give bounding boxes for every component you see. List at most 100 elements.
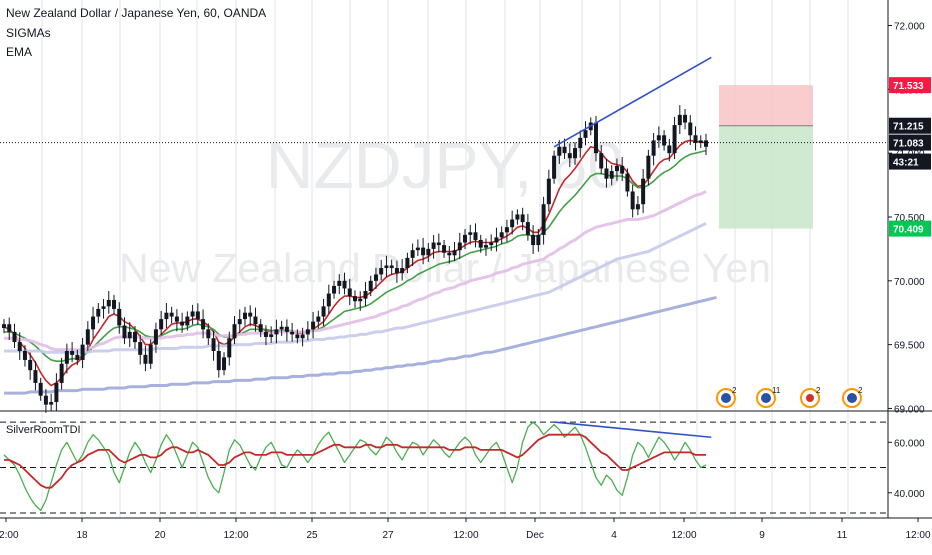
candle	[394, 260, 399, 283]
candle-body	[28, 359, 33, 371]
candle-body	[17, 342, 22, 352]
candle	[274, 319, 279, 344]
candle-body	[499, 232, 504, 238]
time-tick-label: 12:00	[453, 530, 478, 541]
candle-body	[405, 257, 410, 269]
candle-body	[211, 338, 216, 352]
candle	[112, 294, 117, 314]
candle-body	[242, 312, 247, 320]
candle-body	[122, 325, 127, 339]
candle	[7, 317, 12, 341]
candle-body	[117, 308, 122, 326]
economic-event-flags[interactable]: 2 11 2 2	[716, 386, 863, 408]
candle-body	[70, 351, 75, 355]
candle	[242, 306, 247, 326]
candle	[688, 115, 693, 145]
candle-body	[662, 135, 667, 146]
candle-body	[510, 219, 515, 228]
candle	[143, 345, 148, 372]
indicator-series-2	[4, 433, 706, 489]
nz-event-flag[interactable]: 2	[842, 386, 863, 408]
candle	[91, 306, 96, 339]
candle	[96, 303, 101, 324]
nz-event-flag[interactable]: 2	[716, 386, 737, 408]
candle-body	[593, 122, 598, 154]
stop-loss-zone[interactable]	[719, 85, 813, 126]
candle	[515, 209, 520, 225]
candle	[59, 357, 64, 390]
candle	[520, 207, 525, 231]
candle	[248, 305, 253, 327]
candle	[531, 225, 536, 255]
candle	[316, 310, 321, 329]
price-tag-label: 71.083	[893, 139, 924, 150]
candle	[70, 342, 75, 363]
candle	[2, 319, 6, 334]
candle-body	[132, 331, 137, 343]
candle	[164, 303, 169, 329]
take-profit-zone[interactable]	[719, 125, 813, 229]
candle	[583, 121, 588, 146]
candle-body	[651, 140, 656, 156]
candle-body	[620, 165, 625, 174]
indicator-lines	[3, 421, 707, 512]
candle-body	[7, 324, 12, 332]
candle	[43, 389, 48, 413]
time-tick-label: 12:00	[671, 530, 696, 541]
price-tick-label: 69.500	[894, 341, 925, 352]
indicator-trend-line[interactable]	[553, 421, 712, 439]
jp-event-flag[interactable]: 2	[800, 386, 821, 408]
candle	[206, 323, 211, 345]
candle-body	[468, 232, 473, 235]
candle	[609, 165, 614, 186]
indicator-levels	[0, 421, 888, 514]
candle-body	[573, 148, 578, 159]
candle	[85, 321, 90, 351]
indicator-axis-ticks[interactable]: 60.000 40.000	[888, 438, 925, 500]
ema-line-3	[4, 190, 707, 352]
price-tag-bg	[889, 134, 931, 151]
candle	[562, 138, 567, 160]
candle-body	[321, 306, 326, 317]
candle	[447, 246, 452, 264]
candle	[263, 325, 268, 346]
candle	[33, 361, 38, 391]
candle	[468, 224, 473, 245]
candle-body	[180, 321, 185, 326]
candle-body	[704, 140, 708, 147]
indicator-series-1	[3, 421, 707, 512]
candle-body	[174, 316, 179, 322]
candle-body	[426, 248, 431, 256]
price-trend-line[interactable]	[553, 56, 712, 148]
candle-body	[253, 316, 258, 325]
time-axis-ticks[interactable]: 12:00 18 20 12:00 25 27 12:00 Dec 4 12:00 9 11 12:00	[0, 518, 931, 541]
candle	[698, 135, 703, 149]
price-tag: 70.409	[889, 220, 931, 237]
indicator-tick-label: 60.000	[894, 438, 925, 449]
time-tick-label: 12:00	[0, 530, 19, 541]
candle	[159, 310, 164, 336]
candle	[389, 259, 394, 275]
candle-body	[515, 214, 520, 220]
candle-body	[646, 155, 651, 179]
candle-body	[248, 312, 253, 317]
candle-body	[258, 324, 263, 332]
candle-body	[290, 331, 295, 335]
candle-body	[358, 298, 363, 302]
candle	[358, 291, 363, 311]
candle	[253, 307, 258, 332]
candle-body	[525, 222, 530, 235]
candle-body	[520, 214, 525, 223]
candle	[75, 349, 80, 366]
candle	[483, 238, 488, 256]
candle	[216, 342, 221, 378]
price-tag-label: 71.533	[893, 81, 924, 92]
candle-body	[305, 329, 310, 335]
price-tag-bg	[889, 153, 931, 170]
nz-event-flag[interactable]: 11	[756, 386, 781, 408]
candle	[38, 377, 43, 401]
price-tag: 71.083	[889, 134, 931, 151]
candle	[683, 109, 688, 130]
candle	[452, 242, 457, 262]
